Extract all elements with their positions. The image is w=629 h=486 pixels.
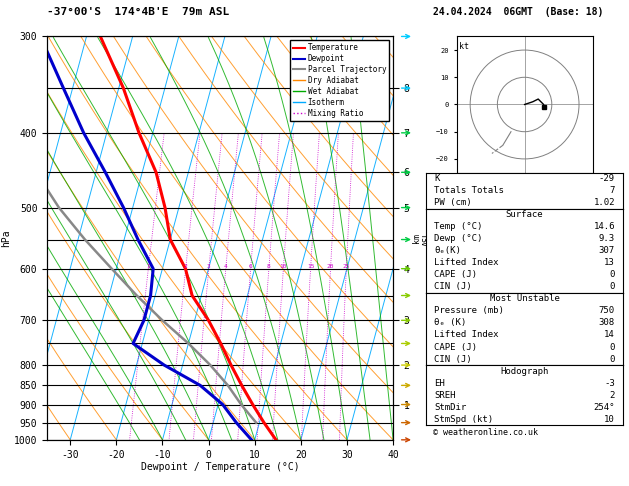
- Text: © weatheronline.co.uk: © weatheronline.co.uk: [433, 428, 538, 437]
- Text: 8: 8: [267, 264, 270, 269]
- Text: 254°: 254°: [593, 403, 615, 412]
- Text: -3: -3: [604, 379, 615, 388]
- Text: 4: 4: [224, 264, 228, 269]
- Text: 0: 0: [610, 270, 615, 279]
- Text: 13: 13: [604, 258, 615, 267]
- Text: SREH: SREH: [434, 391, 456, 399]
- Text: Totals Totals: Totals Totals: [434, 186, 504, 195]
- Text: 750: 750: [599, 307, 615, 315]
- Text: 14.6: 14.6: [593, 222, 615, 231]
- Text: 25: 25: [343, 264, 350, 269]
- Text: 10: 10: [604, 415, 615, 424]
- Text: Dewp (°C): Dewp (°C): [434, 234, 482, 243]
- Text: 2: 2: [610, 391, 615, 399]
- Text: Pressure (mb): Pressure (mb): [434, 307, 504, 315]
- Text: Most Unstable: Most Unstable: [489, 295, 560, 303]
- Text: EH: EH: [434, 379, 445, 388]
- Text: 15: 15: [307, 264, 314, 269]
- Text: CAPE (J): CAPE (J): [434, 343, 477, 351]
- Text: Lifted Index: Lifted Index: [434, 330, 499, 340]
- Text: Lifted Index: Lifted Index: [434, 258, 499, 267]
- Y-axis label: hPa: hPa: [1, 229, 11, 247]
- Text: -37°00'S  174°4B'E  79m ASL: -37°00'S 174°4B'E 79m ASL: [47, 7, 230, 17]
- Text: K: K: [434, 174, 440, 183]
- Text: Temp (°C): Temp (°C): [434, 222, 482, 231]
- Text: 6: 6: [248, 264, 252, 269]
- Text: 308: 308: [599, 318, 615, 328]
- Text: 3: 3: [207, 264, 211, 269]
- Text: LCL: LCL: [435, 415, 450, 424]
- Text: Hodograph: Hodograph: [501, 366, 548, 376]
- Text: Surface: Surface: [506, 210, 543, 219]
- Text: CIN (J): CIN (J): [434, 355, 472, 364]
- X-axis label: Dewpoint / Temperature (°C): Dewpoint / Temperature (°C): [141, 462, 299, 472]
- Text: 0: 0: [610, 343, 615, 351]
- Y-axis label: km
ASL: km ASL: [412, 231, 431, 245]
- Text: StmDir: StmDir: [434, 403, 467, 412]
- Text: 1.02: 1.02: [593, 198, 615, 207]
- Text: θₑ (K): θₑ (K): [434, 318, 467, 328]
- Text: 0: 0: [610, 355, 615, 364]
- Text: 2: 2: [184, 264, 187, 269]
- Text: θₑ(K): θₑ(K): [434, 246, 461, 255]
- Text: kt: kt: [459, 42, 469, 51]
- Text: 0: 0: [610, 282, 615, 291]
- Text: 20: 20: [327, 264, 334, 269]
- Text: 7: 7: [610, 186, 615, 195]
- Text: CIN (J): CIN (J): [434, 282, 472, 291]
- Text: 307: 307: [599, 246, 615, 255]
- Text: StmSpd (kt): StmSpd (kt): [434, 415, 493, 424]
- Text: PW (cm): PW (cm): [434, 198, 472, 207]
- Text: -29: -29: [599, 174, 615, 183]
- Text: 14: 14: [604, 330, 615, 340]
- Text: 1: 1: [147, 264, 150, 269]
- Text: 9.3: 9.3: [599, 234, 615, 243]
- Text: 24.04.2024  06GMT  (Base: 18): 24.04.2024 06GMT (Base: 18): [433, 7, 603, 17]
- Text: CAPE (J): CAPE (J): [434, 270, 477, 279]
- Legend: Temperature, Dewpoint, Parcel Trajectory, Dry Adiabat, Wet Adiabat, Isotherm, Mi: Temperature, Dewpoint, Parcel Trajectory…: [290, 40, 389, 121]
- Text: 10: 10: [280, 264, 287, 269]
